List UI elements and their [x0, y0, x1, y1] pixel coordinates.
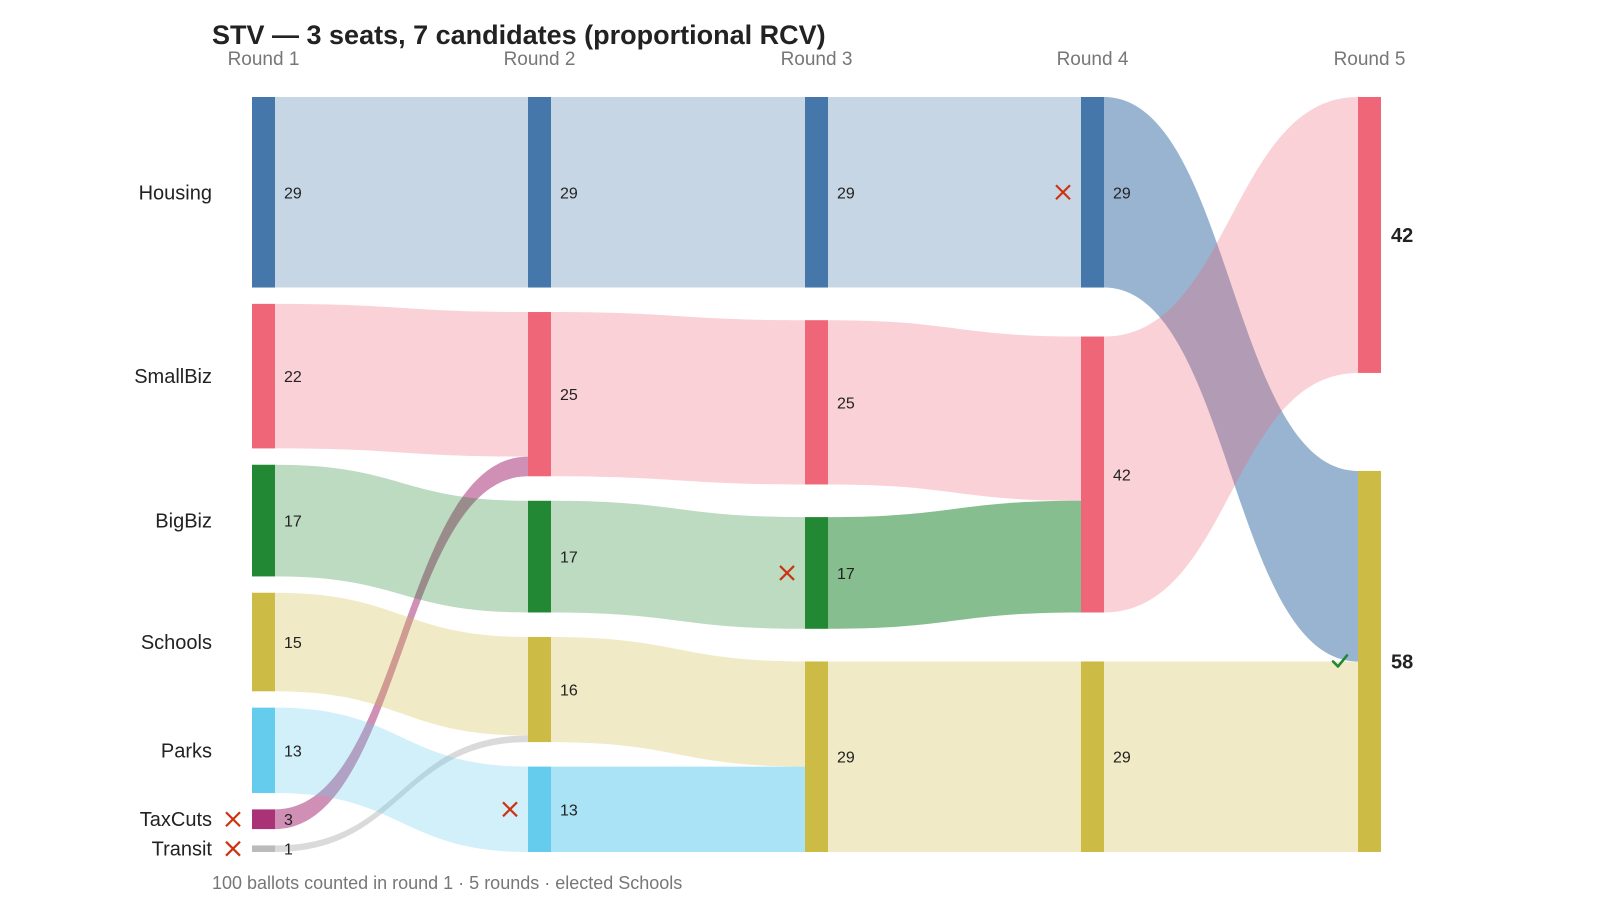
value-label-round-1-smallbiz: 22 [284, 369, 302, 386]
value-label-round-2-smallbiz: 25 [560, 387, 578, 404]
node-round-1-bigbiz [252, 464, 275, 577]
value-label-round-5-smallbiz: 42 [1391, 225, 1413, 247]
flow-round-2-bigbiz-to-bigbiz [551, 500, 805, 629]
node-round-2-parks [528, 766, 551, 852]
flow-round-3-schools-to-schools [828, 661, 1081, 852]
node-round-2-housing [528, 97, 551, 288]
node-round-1-parks [252, 707, 275, 794]
flow-round-2-smallbiz-to-smallbiz [551, 312, 805, 485]
flow-round-4-smallbiz-to-smallbiz [1104, 97, 1358, 613]
node-round-5-smallbiz [1358, 97, 1381, 373]
value-label-round-3-bigbiz: 17 [837, 566, 855, 583]
value-label-round-2-parks: 13 [560, 802, 578, 819]
round-label-round-3: Round 3 [781, 49, 853, 70]
eliminated-marker-housing [1055, 184, 1071, 201]
candidate-label-schools: Schools [141, 632, 212, 654]
value-label-round-3-smallbiz: 25 [837, 395, 855, 412]
node-round-1-transit [252, 845, 275, 852]
eliminated-marker-transit [225, 840, 241, 857]
flow-round-1-taxcuts-to-smallbiz [275, 456, 528, 830]
candidate-label-transit: Transit [152, 839, 213, 861]
eliminated-marker-bigbiz [779, 565, 795, 581]
node-round-1-schools [252, 592, 275, 692]
flow-round-1-bigbiz-to-bigbiz [275, 464, 528, 613]
flow-round-3-bigbiz-to-smallbiz [828, 500, 1081, 629]
value-label-round-1-transit: 1 [284, 842, 293, 859]
round-label-round-5: Round 5 [1334, 49, 1406, 70]
round-label-round-4: Round 4 [1057, 49, 1129, 70]
node-round-1-taxcuts [252, 809, 275, 830]
value-label-round-3-schools: 29 [837, 750, 855, 767]
value-label-round-2-housing: 29 [560, 185, 578, 202]
value-label-round-2-bigbiz: 17 [560, 550, 578, 567]
node-round-2-smallbiz [528, 312, 551, 477]
flow-round-2-housing-to-housing [551, 97, 805, 288]
value-label-round-4-housing: 29 [1113, 185, 1131, 202]
flow-round-4-schools-to-schools [1104, 661, 1358, 852]
node-round-4-schools [1081, 661, 1104, 852]
node-round-1-housing [252, 97, 275, 288]
flow-round-2-schools-to-schools [551, 636, 805, 767]
eliminated-marker-parks [502, 801, 518, 818]
value-label-round-1-parks: 13 [284, 743, 302, 760]
flow-round-4-housing-to-schools [1104, 97, 1358, 662]
value-label-round-4-smallbiz: 42 [1113, 468, 1131, 485]
round-label-round-2: Round 2 [504, 49, 576, 70]
chart-footer: 100 ballots counted in round 1 · 5 round… [212, 873, 682, 893]
value-label-round-2-schools: 16 [560, 683, 578, 700]
node-round-2-bigbiz [528, 500, 551, 613]
candidate-label-housing: Housing [139, 182, 212, 204]
node-round-4-housing [1081, 97, 1104, 288]
labels-layer: 29 22 17 15 13 3 1 29 25 17 16 13 29 25 17 29 29 42 29 42 58… [134, 49, 1413, 861]
flow-round-1-transit-to-schools [275, 735, 528, 852]
elected-marker-schools [1331, 654, 1349, 668]
round-label-round-1: Round 1 [228, 49, 300, 70]
flow-round-1-smallbiz-to-smallbiz [275, 303, 528, 457]
candidate-label-smallbiz: SmallBiz [134, 366, 212, 388]
flow-round-1-parks-to-parks [275, 707, 528, 852]
value-label-round-4-schools: 29 [1113, 750, 1131, 767]
flow-round-1-schools-to-schools [275, 592, 528, 736]
candidate-label-taxcuts: TaxCuts [140, 809, 212, 831]
candidate-label-parks: Parks [161, 740, 212, 762]
flow-round-1-housing-to-housing [275, 97, 528, 288]
value-label-round-1-housing: 29 [284, 185, 302, 202]
flow-round-2-parks-to-schools [551, 766, 805, 852]
node-round-2-schools [528, 636, 551, 743]
nodes-layer [252, 97, 1381, 852]
flow-round-3-smallbiz-to-smallbiz [828, 320, 1081, 501]
eliminated-marker-taxcuts [225, 811, 241, 828]
node-round-3-smallbiz [805, 320, 828, 485]
node-round-5-schools [1358, 470, 1381, 852]
value-label-round-1-schools: 15 [284, 635, 302, 652]
chart-title: STV — 3 seats, 7 candidates (proportiona… [212, 20, 826, 50]
candidate-label-bigbiz: BigBiz [155, 511, 212, 533]
node-round-4-smallbiz [1081, 336, 1104, 613]
value-label-round-1-bigbiz: 17 [284, 514, 302, 531]
value-label-round-5-schools: 58 [1391, 651, 1413, 673]
node-round-3-bigbiz [805, 517, 828, 629]
flow-round-3-housing-to-housing [828, 97, 1081, 288]
value-label-round-3-housing: 29 [837, 185, 855, 202]
node-round-1-smallbiz [252, 303, 275, 449]
node-round-3-schools [805, 661, 828, 852]
value-label-round-1-taxcuts: 3 [284, 812, 293, 829]
flows-layer [275, 97, 1358, 852]
node-round-3-housing [805, 97, 828, 288]
